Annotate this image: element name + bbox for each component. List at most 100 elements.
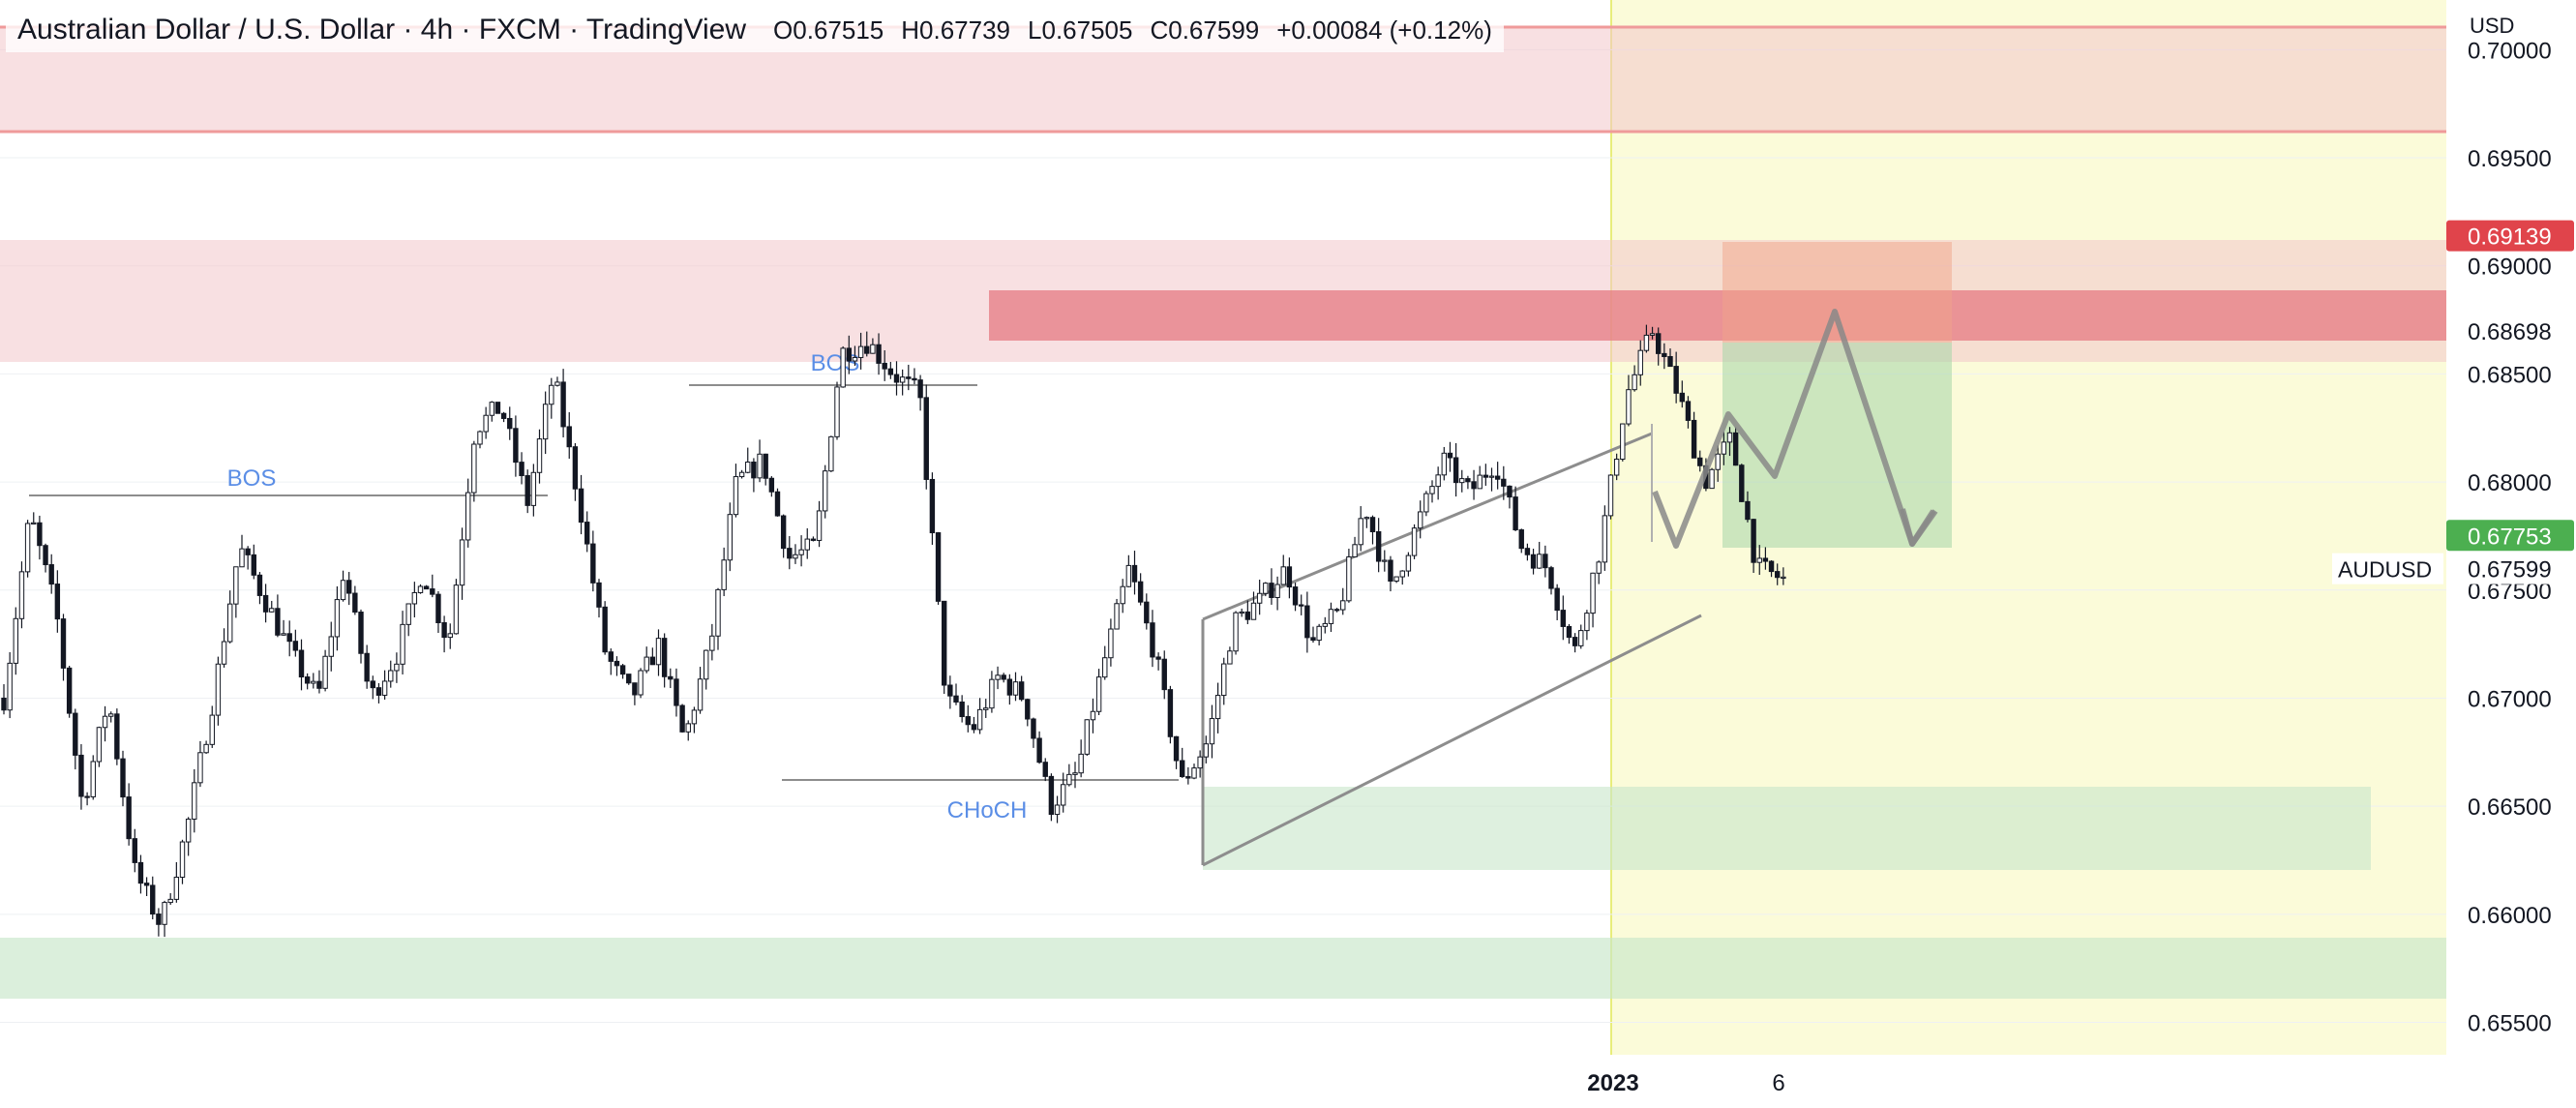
time-axis[interactable]: 2023 6: [0, 1055, 2576, 1103]
candle: [727, 502, 733, 572]
candle: [156, 908, 162, 937]
candle: [1662, 343, 1667, 370]
candle: [227, 590, 233, 644]
candle: [1584, 610, 1590, 641]
candle: [596, 579, 602, 618]
candle: [1626, 374, 1632, 427]
candle: [251, 544, 257, 580]
candle: [1483, 464, 1489, 486]
candle: [1524, 543, 1531, 561]
candle: [364, 644, 370, 689]
candle: [477, 430, 483, 449]
close-key: C: [1150, 15, 1169, 45]
candle: [1131, 551, 1138, 595]
low-key: L: [1028, 15, 1042, 45]
position-target-area: [1722, 343, 1952, 548]
svg-text:0.68698: 0.68698: [2468, 319, 2552, 345]
candle: [1715, 445, 1721, 482]
candle: [1048, 773, 1055, 822]
candle: [150, 876, 156, 920]
candle: [1274, 576, 1280, 611]
candle: [1167, 685, 1174, 744]
candle: [340, 570, 346, 602]
candle: [1299, 594, 1304, 615]
candle: [572, 442, 579, 501]
candle: [674, 668, 679, 717]
candle: [1066, 764, 1072, 787]
candle: [1471, 469, 1477, 500]
candle: [1036, 731, 1042, 764]
candle: [400, 611, 405, 674]
candle: [1447, 441, 1453, 472]
candle: [1061, 772, 1066, 813]
candle: [1120, 579, 1125, 614]
close-value: 0.67599: [1168, 15, 1260, 45]
candle: [1185, 766, 1191, 785]
candle: [513, 415, 519, 477]
price-tick-0: 0.70000: [2468, 38, 2552, 64]
candle: [1477, 465, 1483, 490]
candle: [1726, 427, 1733, 457]
candle: [1673, 351, 1679, 404]
candle: [507, 406, 513, 440]
candle: [1596, 560, 1602, 584]
candle: [102, 705, 108, 742]
candle: [423, 584, 430, 590]
candle: [899, 369, 906, 396]
candle: [483, 406, 489, 439]
candle: [1649, 326, 1656, 340]
candle: [328, 621, 334, 672]
candle: [1214, 682, 1221, 734]
candle: [947, 675, 953, 709]
ascending-channel[interactable]: [1201, 424, 1702, 867]
price-tick-6: 0.67000: [2468, 686, 2552, 712]
candle: [1768, 560, 1775, 578]
candle: [1239, 608, 1244, 617]
candle: [983, 699, 989, 718]
candle: [465, 478, 471, 548]
candle: [870, 338, 876, 354]
candle: [549, 377, 554, 419]
candle: [1352, 536, 1358, 557]
candle: [1292, 583, 1299, 612]
candle: [1429, 480, 1435, 503]
candle: [162, 900, 167, 938]
candle: [1637, 340, 1643, 386]
candle: [1685, 396, 1692, 429]
price-tick-9: 0.65500: [2468, 1010, 2552, 1036]
candle: [316, 670, 322, 694]
candle: [709, 623, 715, 661]
candle: [1310, 626, 1316, 644]
candle: [971, 716, 977, 734]
projection-path[interactable]: [1652, 309, 1938, 549]
candle: [715, 587, 721, 650]
candle: [953, 683, 959, 705]
ohlc-close: C0.67599: [1150, 15, 1259, 45]
candle: [203, 740, 209, 754]
candle: [578, 474, 584, 535]
candle: [1137, 573, 1144, 606]
candle: [661, 633, 668, 688]
candle: [132, 828, 138, 873]
candle: [1090, 698, 1096, 734]
candle: [935, 531, 942, 605]
candle: [1, 684, 7, 715]
short-position-tool[interactable]: [1722, 242, 1952, 548]
price-axis[interactable]: USD 0.70000 0.69500 0.69000 0.68500 0.68000 0…: [2446, 0, 2576, 1103]
candle: [1180, 747, 1185, 778]
candle: [679, 704, 685, 734]
high-key: H: [901, 15, 920, 45]
candle: [114, 708, 120, 765]
candle: [245, 546, 251, 570]
candle: [733, 464, 739, 518]
price-badge-3: 0.67599: [2446, 553, 2574, 584]
candle: [1031, 717, 1036, 748]
candle: [352, 585, 358, 615]
supply-zone-strong: [989, 290, 2446, 341]
candle: [1369, 515, 1376, 545]
candle: [137, 854, 144, 894]
candle: [1632, 365, 1637, 392]
candle: [1602, 505, 1608, 571]
